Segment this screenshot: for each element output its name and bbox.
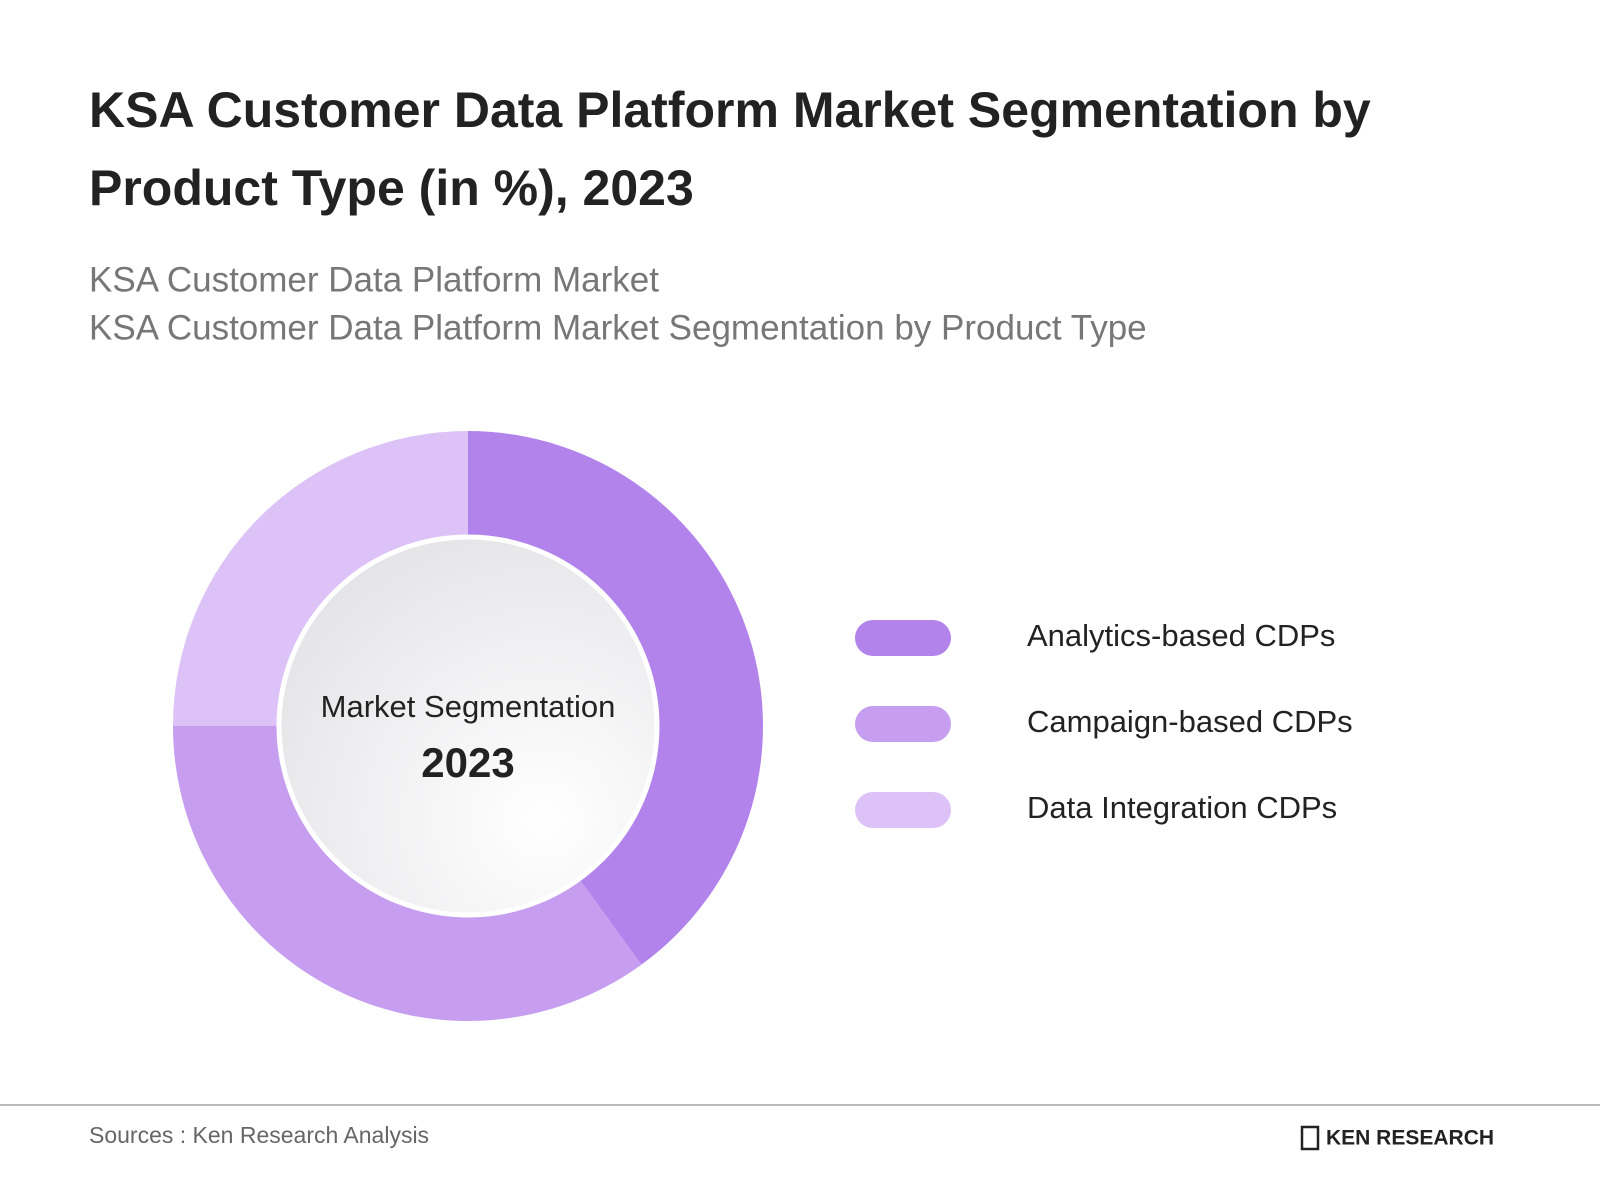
legend-swatch <box>855 620 951 656</box>
legend-swatch <box>855 792 951 828</box>
legend-label: Campaign-based CDPs <box>1027 704 1353 739</box>
legend-label: Analytics-based CDPs <box>1027 618 1335 653</box>
title-line: Product Type (in %), 2023 <box>89 160 694 216</box>
subtitle-line: KSA Customer Data Platform Market <box>89 260 659 299</box>
subtitle-line: KSA Customer Data Platform Market Segmen… <box>89 308 1147 347</box>
source: Sources : Ken Research Analysis <box>89 1122 429 1148</box>
logo-text: KEN RESEARCH <box>1326 1127 1494 1150</box>
donut-hole <box>276 534 660 918</box>
title-line: KSA Customer Data Platform Market Segmen… <box>89 82 1371 138</box>
legend-swatch <box>855 706 951 742</box>
center-label: Market Segmentation <box>321 689 616 724</box>
legend-label: Data Integration CDPs <box>1027 790 1337 825</box>
logo-icon <box>1300 1125 1320 1151</box>
logo: KEN RESEARCH <box>1300 1125 1494 1151</box>
center-year: 2023 <box>421 739 514 786</box>
legend: Analytics-based CDPs Campaign-based CDPs D… <box>855 618 1353 828</box>
